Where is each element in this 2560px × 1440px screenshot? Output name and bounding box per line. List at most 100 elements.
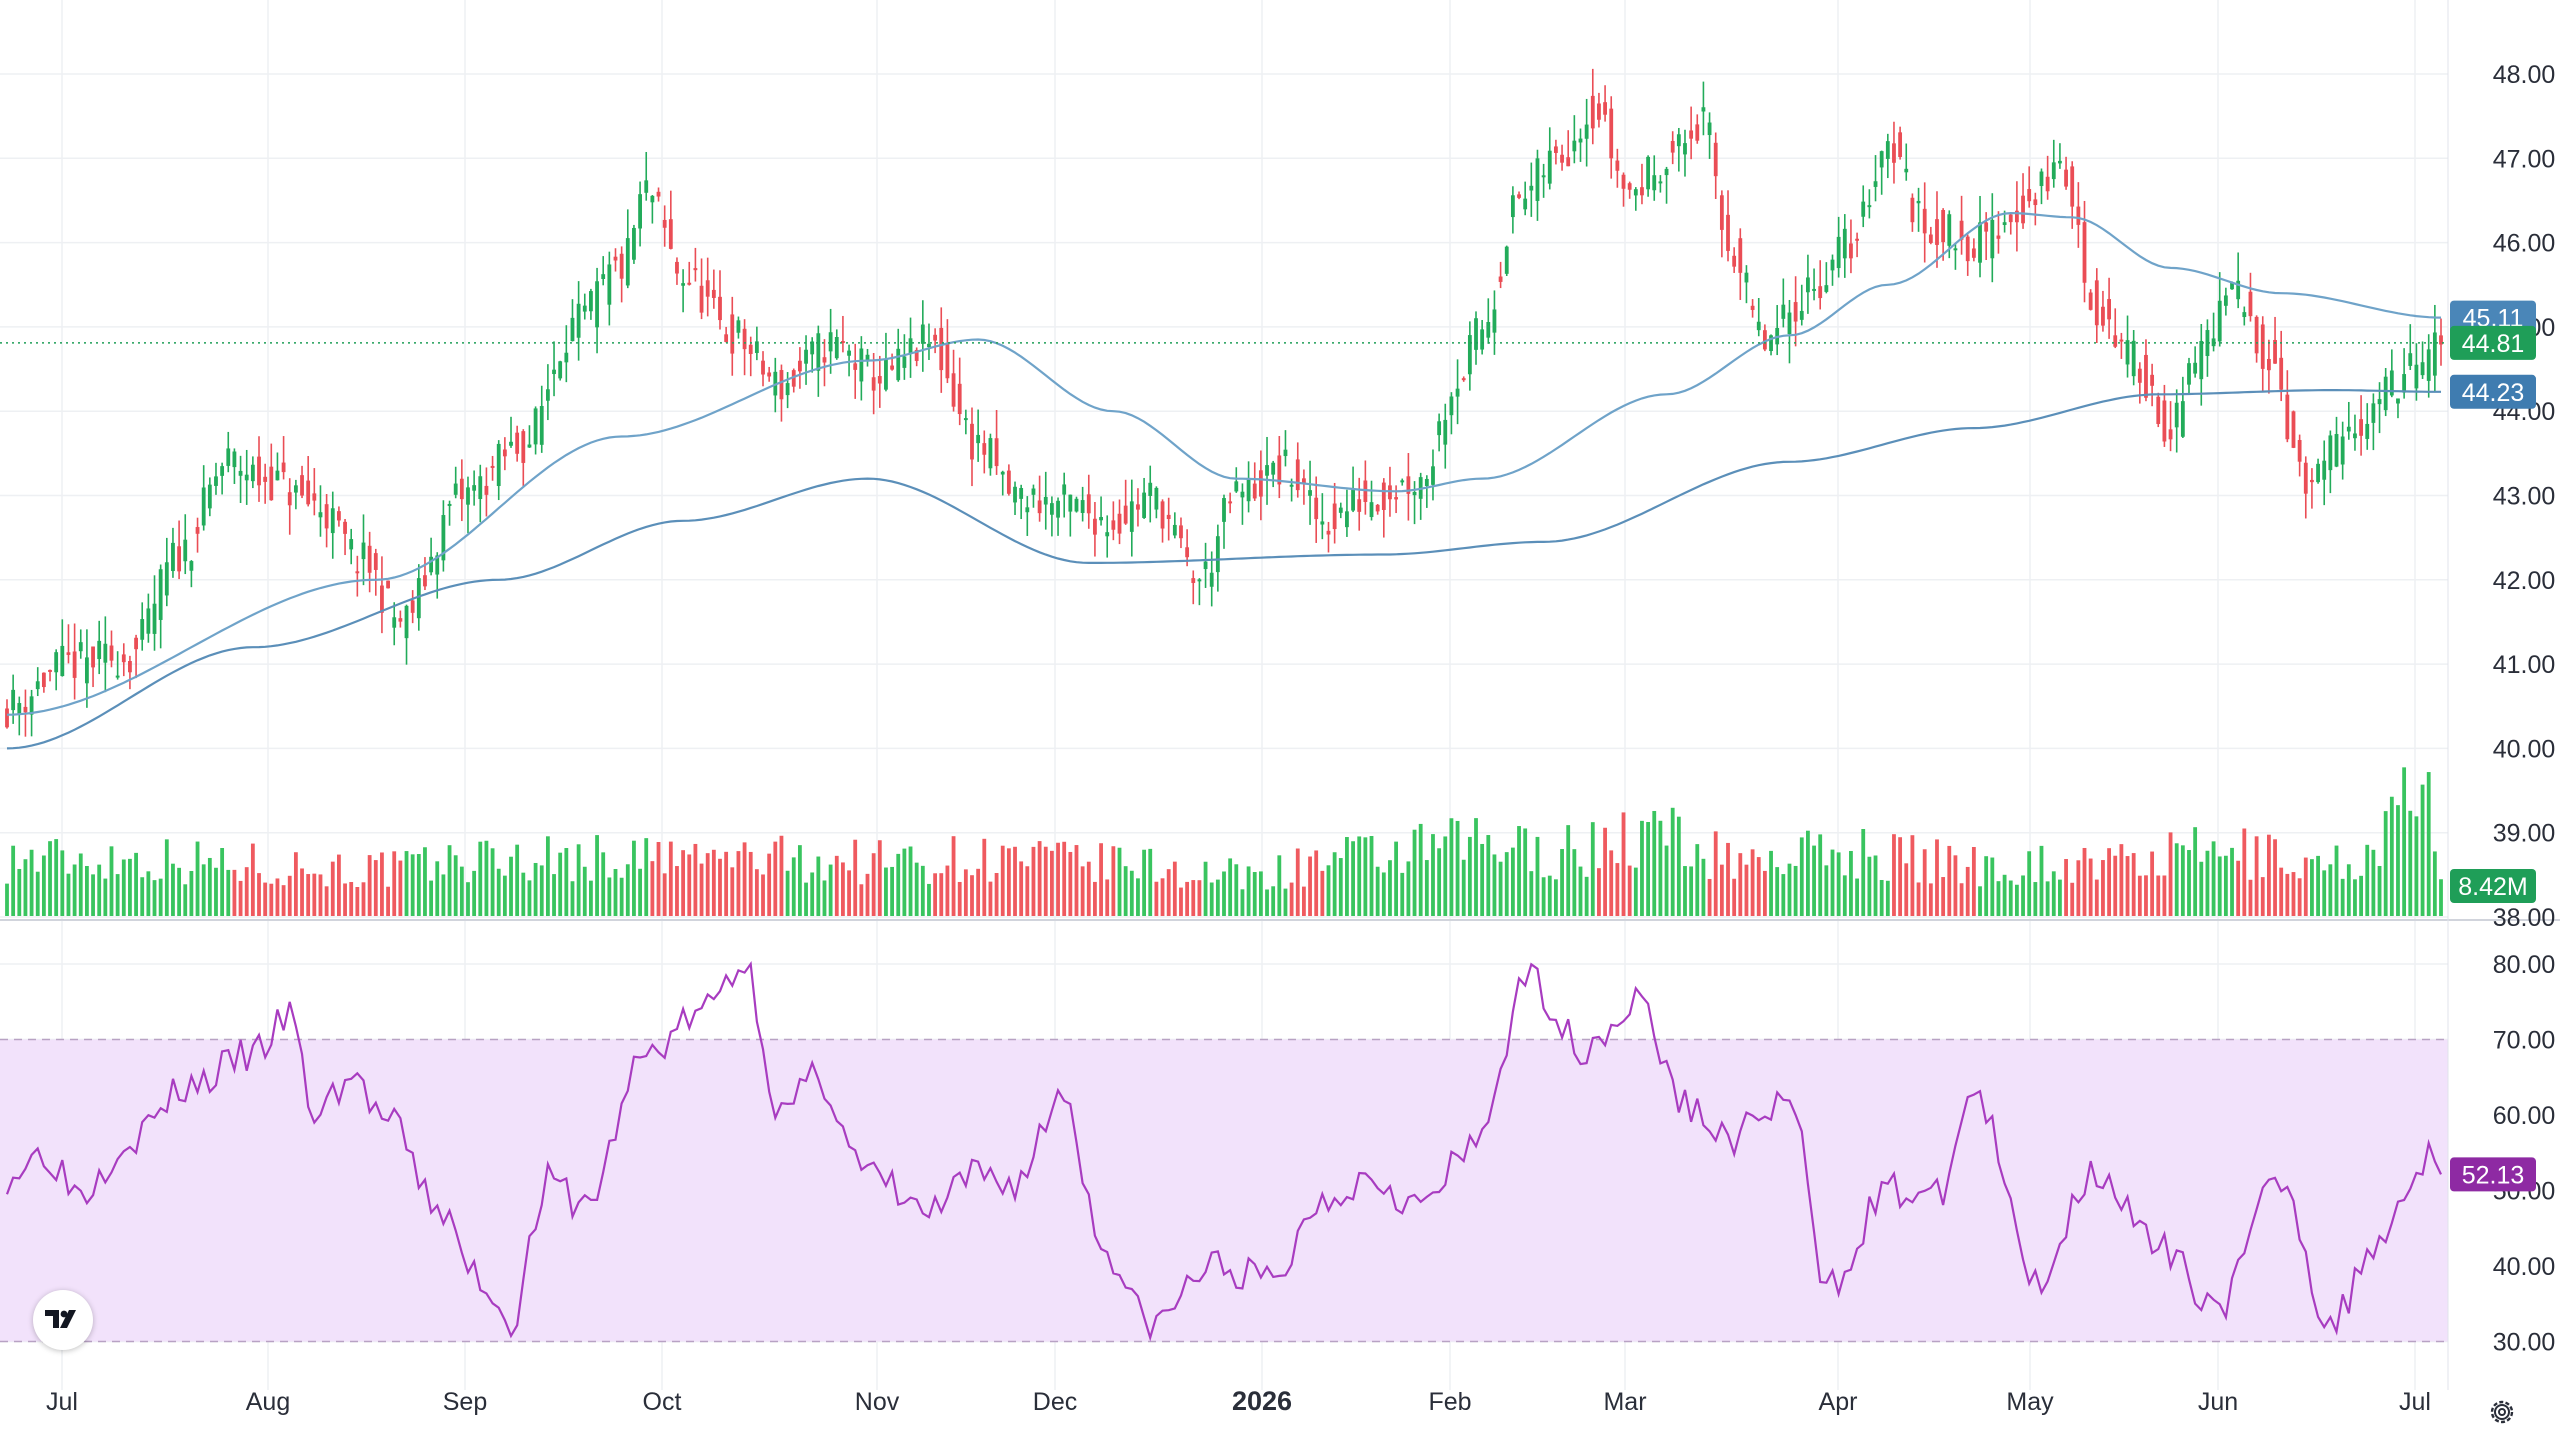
candle-up [595,281,599,328]
volume-bar [337,854,341,916]
volume-bar [318,874,323,916]
volume-bar [1590,822,1595,916]
candle-up [1013,486,1017,503]
volume-bar [2432,851,2437,916]
volume-bar [1597,868,1601,916]
volume-bar [183,884,188,916]
volume-bar [1560,849,1564,916]
candle-up [1978,222,1982,263]
volume-bar [447,845,452,916]
candle-up [1523,198,1528,210]
candle-up [589,291,593,312]
price-tick-label: 41.00 [2493,651,2556,679]
price-tick-label: 43.00 [2493,483,2556,511]
candle-down [1560,154,1564,163]
rsi-value-badge-bg [2450,1157,2536,1192]
candle-down [1185,547,1190,558]
candle-up [1664,168,1669,176]
volume-bar [281,885,286,916]
candle-down [668,219,673,249]
candle-up [1197,579,1202,582]
volume-bar [1148,848,1153,916]
candle-down [1006,470,1011,494]
candle-up [1830,259,1835,271]
gear-glyph [2490,1400,2514,1424]
volume-bar [2033,882,2038,916]
candle-down [521,431,526,463]
volume-bar [2187,850,2191,916]
rsi-tick-label: 30.00 [2493,1329,2556,1357]
candle-up [472,485,477,491]
volume-bar [1080,866,1085,916]
volume-bar [1775,867,1780,916]
candle-down [1818,286,1823,299]
volume-bar [1541,877,1546,916]
volume-bar [1633,867,1638,916]
candle-down [2070,166,2075,207]
candle-down [281,462,286,473]
candle-down [1603,102,1607,115]
candle-up [2125,340,2130,365]
candle-up [1842,228,1847,259]
volume-bar [527,880,532,916]
volume-bar [699,863,704,916]
candle-up [1074,498,1079,512]
candle-up [1510,195,1515,218]
volume-bar [1375,866,1380,916]
candle-up [1068,494,1073,512]
volume-bar [17,868,22,916]
volume-bar [2248,879,2253,916]
volume-bar [2193,827,2198,916]
volume-bar [269,883,274,916]
volume-bar [78,853,83,916]
volume-bar [134,852,138,916]
candle-down [2027,189,2032,202]
candle-up [1080,500,1085,513]
candle-up [1652,175,1657,191]
candle-up [1234,481,1239,492]
tradingview-logo-icon[interactable] [33,1290,93,1350]
candle-down [2045,176,2050,192]
volume-bar [1461,859,1466,916]
candle-up [2371,403,2376,423]
volume-bar [121,859,126,916]
volume-bar [435,861,440,916]
volume-bar [1056,842,1060,916]
candle-down [66,652,71,655]
volume-bar [466,882,470,916]
volume-bar [441,874,446,916]
candle-down [1935,219,1939,245]
volume-bar [2162,875,2167,916]
candle-up [1289,484,1294,487]
candle-up [1867,205,1872,208]
volume-bar [2279,867,2284,916]
candle-down [730,314,735,354]
volume-bar [1412,829,1417,916]
candle-up [1584,124,1589,139]
volume-bar [988,881,993,916]
candle-down [343,521,347,534]
candle-up [183,539,188,562]
volume-bar [1959,883,1964,916]
volume-bar [1615,863,1620,916]
candle-up [1787,312,1792,335]
volume-bar [41,855,46,916]
gear-icon[interactable] [2482,1392,2522,1432]
candle-up [2180,401,2185,437]
volume-bar [2064,859,2068,916]
time-axis-label: Aug [246,1388,290,1416]
candle-down [1191,578,1196,583]
volume-bar [330,861,335,916]
candle-up [1547,150,1552,184]
candle-up [2408,353,2413,366]
time-axis-label: Apr [1819,1388,1858,1416]
volume-bar [2328,864,2333,916]
candle-up [1283,449,1288,457]
candle-up [2383,376,2388,411]
candle-down [1849,243,1853,259]
volume-bar [2346,864,2351,916]
volume-bar [521,872,526,916]
volume-bar [545,836,550,916]
volume-bar [250,843,255,916]
